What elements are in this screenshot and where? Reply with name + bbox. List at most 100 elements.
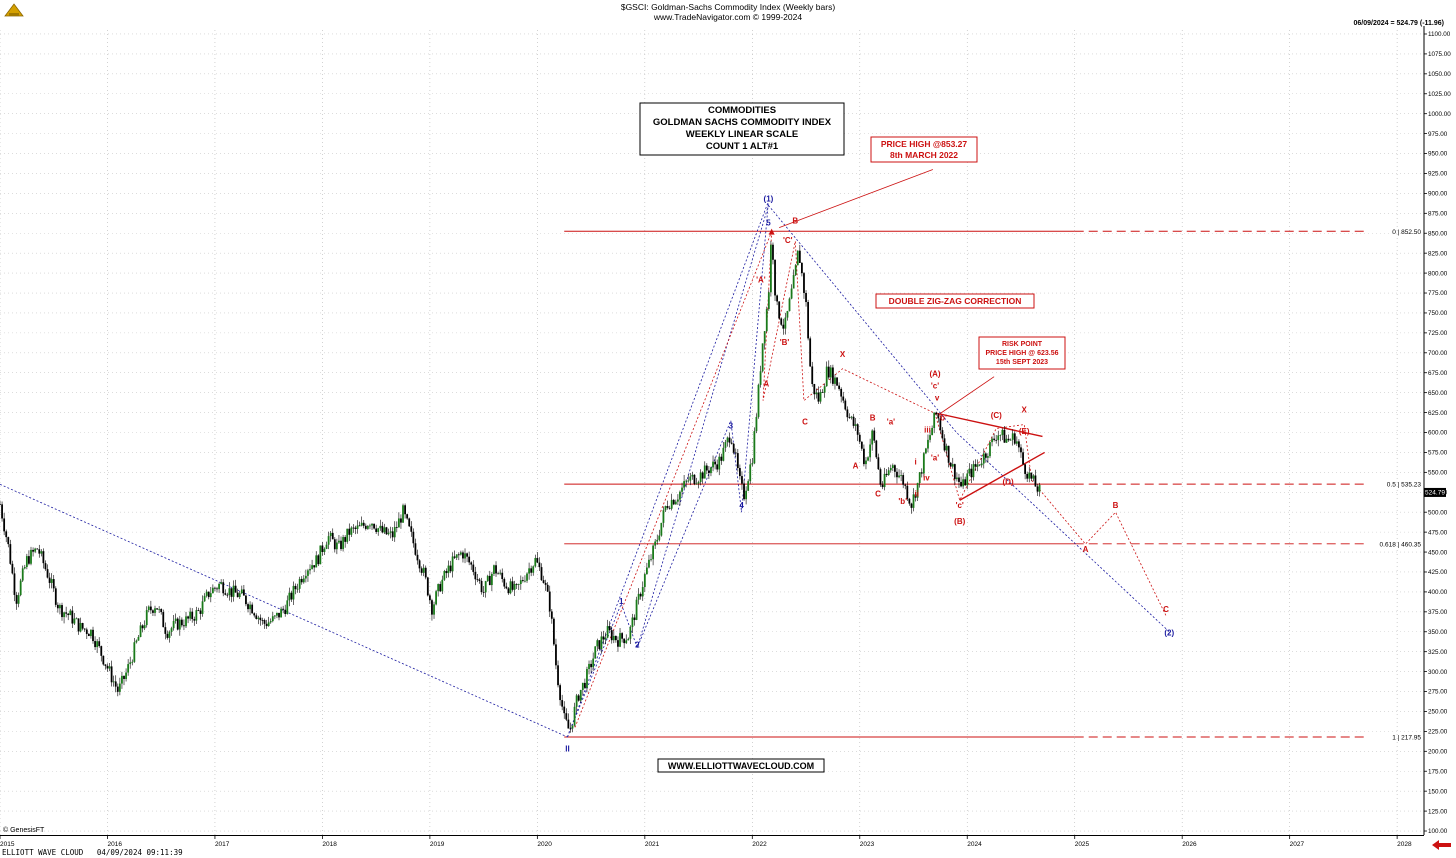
wave-label: 'C' — [783, 236, 793, 245]
wave-label: B — [1113, 501, 1119, 510]
wave-label: C — [1163, 605, 1169, 614]
price-high-box: PRICE HIGH @853.27 8th MARCH 2022 — [870, 136, 978, 163]
price-high-line-1: PRICE HIGH @853.27 — [881, 139, 968, 149]
y-tick-label: 925.00 — [1428, 171, 1448, 178]
wave-label: iv — [923, 473, 930, 482]
wave-label: X — [1022, 406, 1028, 415]
wave-label: 4 — [739, 501, 744, 510]
y-tick-label: 1025.00 — [1428, 91, 1451, 98]
x-tick-label: 2018 — [322, 841, 337, 848]
risk-point-box: RISK POINT PRICE HIGH @ 623.56 15th SEPT… — [978, 336, 1066, 370]
genesis-logo-icon — [4, 3, 24, 17]
y-tick-label: 275.00 — [1428, 689, 1448, 696]
double-zigzag-text: DOUBLE ZIG-ZAG CORRECTION — [889, 296, 1022, 306]
y-tick-label: 700.00 — [1428, 350, 1448, 357]
y-tick-label: 875.00 — [1428, 211, 1448, 218]
y-tick-label: 775.00 — [1428, 290, 1448, 297]
wave-label: A — [763, 379, 769, 388]
fib-line-label: 0 | 852.50 — [1392, 229, 1421, 236]
y-tick-label: 100.00 — [1428, 828, 1448, 835]
y-tick-label: 650.00 — [1428, 390, 1448, 397]
y-tick-label: 425.00 — [1428, 569, 1448, 576]
wave-paths — [0, 169, 1170, 738]
double-zigzag-box: DOUBLE ZIG-ZAG CORRECTION — [875, 293, 1035, 309]
y-tick-label: 450.00 — [1428, 549, 1448, 556]
y-tick-label: 200.00 — [1428, 749, 1448, 756]
wave-label: 2 — [635, 641, 640, 650]
x-tick-label: 2015 — [0, 841, 15, 848]
website-box: WWW.ELLIOTTWAVECLOUD.COM — [657, 758, 825, 773]
x-tick-label: 2016 — [107, 841, 122, 848]
chart-subtitle: www.TradeNavigator.com © 1999-2024 — [653, 12, 803, 22]
y-tick-label: 575.00 — [1428, 450, 1448, 457]
y-tick-label: 725.00 — [1428, 330, 1448, 337]
scroll-left-arrow-icon[interactable] — [1432, 840, 1452, 850]
wave-label: 'c' — [956, 501, 964, 510]
y-tick-label: 975.00 — [1428, 131, 1448, 138]
risk-point-line-3: 15th SEPT 2023 — [996, 359, 1048, 366]
y-tick-label: 900.00 — [1428, 191, 1448, 198]
info-box: COMMODITIES GOLDMAN SACHS COMMODITY INDE… — [639, 102, 845, 156]
wave-label: iii — [924, 426, 931, 435]
y-tick-label: 1100.00 — [1428, 31, 1451, 38]
y-tick-label: 825.00 — [1428, 250, 1448, 257]
wave-label: A — [1083, 545, 1089, 554]
x-tick-label: 2017 — [215, 841, 230, 848]
y-tick-label: 325.00 — [1428, 649, 1448, 656]
fib-lines: 0 | 852.50 0.5 | 535.23 0.618 | 460.35 1 | … — [564, 229, 1421, 742]
y-tick-label: 475.00 — [1428, 529, 1448, 536]
wave-label: 'a' — [931, 453, 939, 462]
y-tick-label: 400.00 — [1428, 589, 1448, 596]
wave-label: v — [935, 394, 940, 403]
wave-label: X — [840, 350, 846, 359]
y-tick-label: 150.00 — [1428, 788, 1448, 795]
wave-label: (E) — [1019, 427, 1030, 436]
y-tick-label: 750.00 — [1428, 310, 1448, 317]
y-tick-label: 550.00 — [1428, 470, 1448, 477]
info-line-3: WEEKLY LINEAR SCALE — [686, 129, 798, 140]
y-tick-label: 300.00 — [1428, 669, 1448, 676]
info-line-2: GOLDMAN SACHS COMMODITY INDEX — [653, 117, 832, 128]
fib-line-label: 0.618 | 460.35 — [1380, 541, 1422, 548]
fib-line-label: 0.5 | 535.23 — [1387, 482, 1422, 489]
info-line-1: COMMODITIES — [708, 105, 776, 116]
price-high-line-2: 8th MARCH 2022 — [890, 150, 958, 160]
wave-label: 'A' — [756, 276, 766, 285]
x-axis: 2015 2016 2017 2018 2019 2020 2021 2022 2023 2024… — [0, 835, 1412, 848]
fib-line-label: 1 | 217.95 — [1392, 735, 1421, 742]
y-tick-label: 350.00 — [1428, 629, 1448, 636]
footer-line: ELLIOTT WAVE CLOUD 04/09/2024 09:11:39 — [2, 848, 183, 857]
y-tick-label: 675.00 — [1428, 370, 1448, 377]
wave-label: B — [870, 414, 876, 423]
last-price-label: 524.79 — [1425, 490, 1445, 497]
wave-label: i — [915, 457, 917, 466]
wave-labels: (1)53412II(2)B'C''A''B'ACXBAC'a''b'iiiii… — [565, 194, 1174, 753]
y-tick-label: 175.00 — [1428, 768, 1448, 775]
price-bars — [0, 240, 1041, 733]
risk-point-line-1: RISK POINT — [1002, 341, 1043, 348]
risk-point-line-2: PRICE HIGH @ 623.56 — [986, 350, 1059, 357]
wave-label: 5 — [766, 218, 771, 227]
y-tick-label: 800.00 — [1428, 270, 1448, 277]
y-tick-label: 250.00 — [1428, 709, 1448, 716]
x-tick-label: 2023 — [860, 841, 875, 848]
copyright: © GenesisFT — [3, 827, 45, 834]
y-tick-label: 600.00 — [1428, 430, 1448, 437]
wave-label: II — [565, 744, 569, 753]
y-tick-label: 1000.00 — [1428, 111, 1451, 118]
y-tick-label: 225.00 — [1428, 729, 1448, 736]
x-tick-label: 2021 — [645, 841, 660, 848]
x-tick-label: 2020 — [537, 841, 552, 848]
x-tick-label: 2019 — [430, 841, 445, 848]
x-tick-label: 2025 — [1075, 841, 1090, 848]
wave-label: (C) — [991, 411, 1002, 420]
last-price-note: 06/09/2024 = 524.79 (-11.96) — [1353, 20, 1445, 27]
y-tick-label: 950.00 — [1428, 151, 1448, 158]
y-tick-label: 375.00 — [1428, 609, 1448, 616]
wave-label: 1 — [619, 597, 624, 606]
x-tick-label: 2028 — [1397, 841, 1412, 848]
wave-label: B — [792, 217, 798, 226]
wave-label: 'c' — [931, 382, 939, 391]
x-tick-label: 2027 — [1290, 841, 1305, 848]
